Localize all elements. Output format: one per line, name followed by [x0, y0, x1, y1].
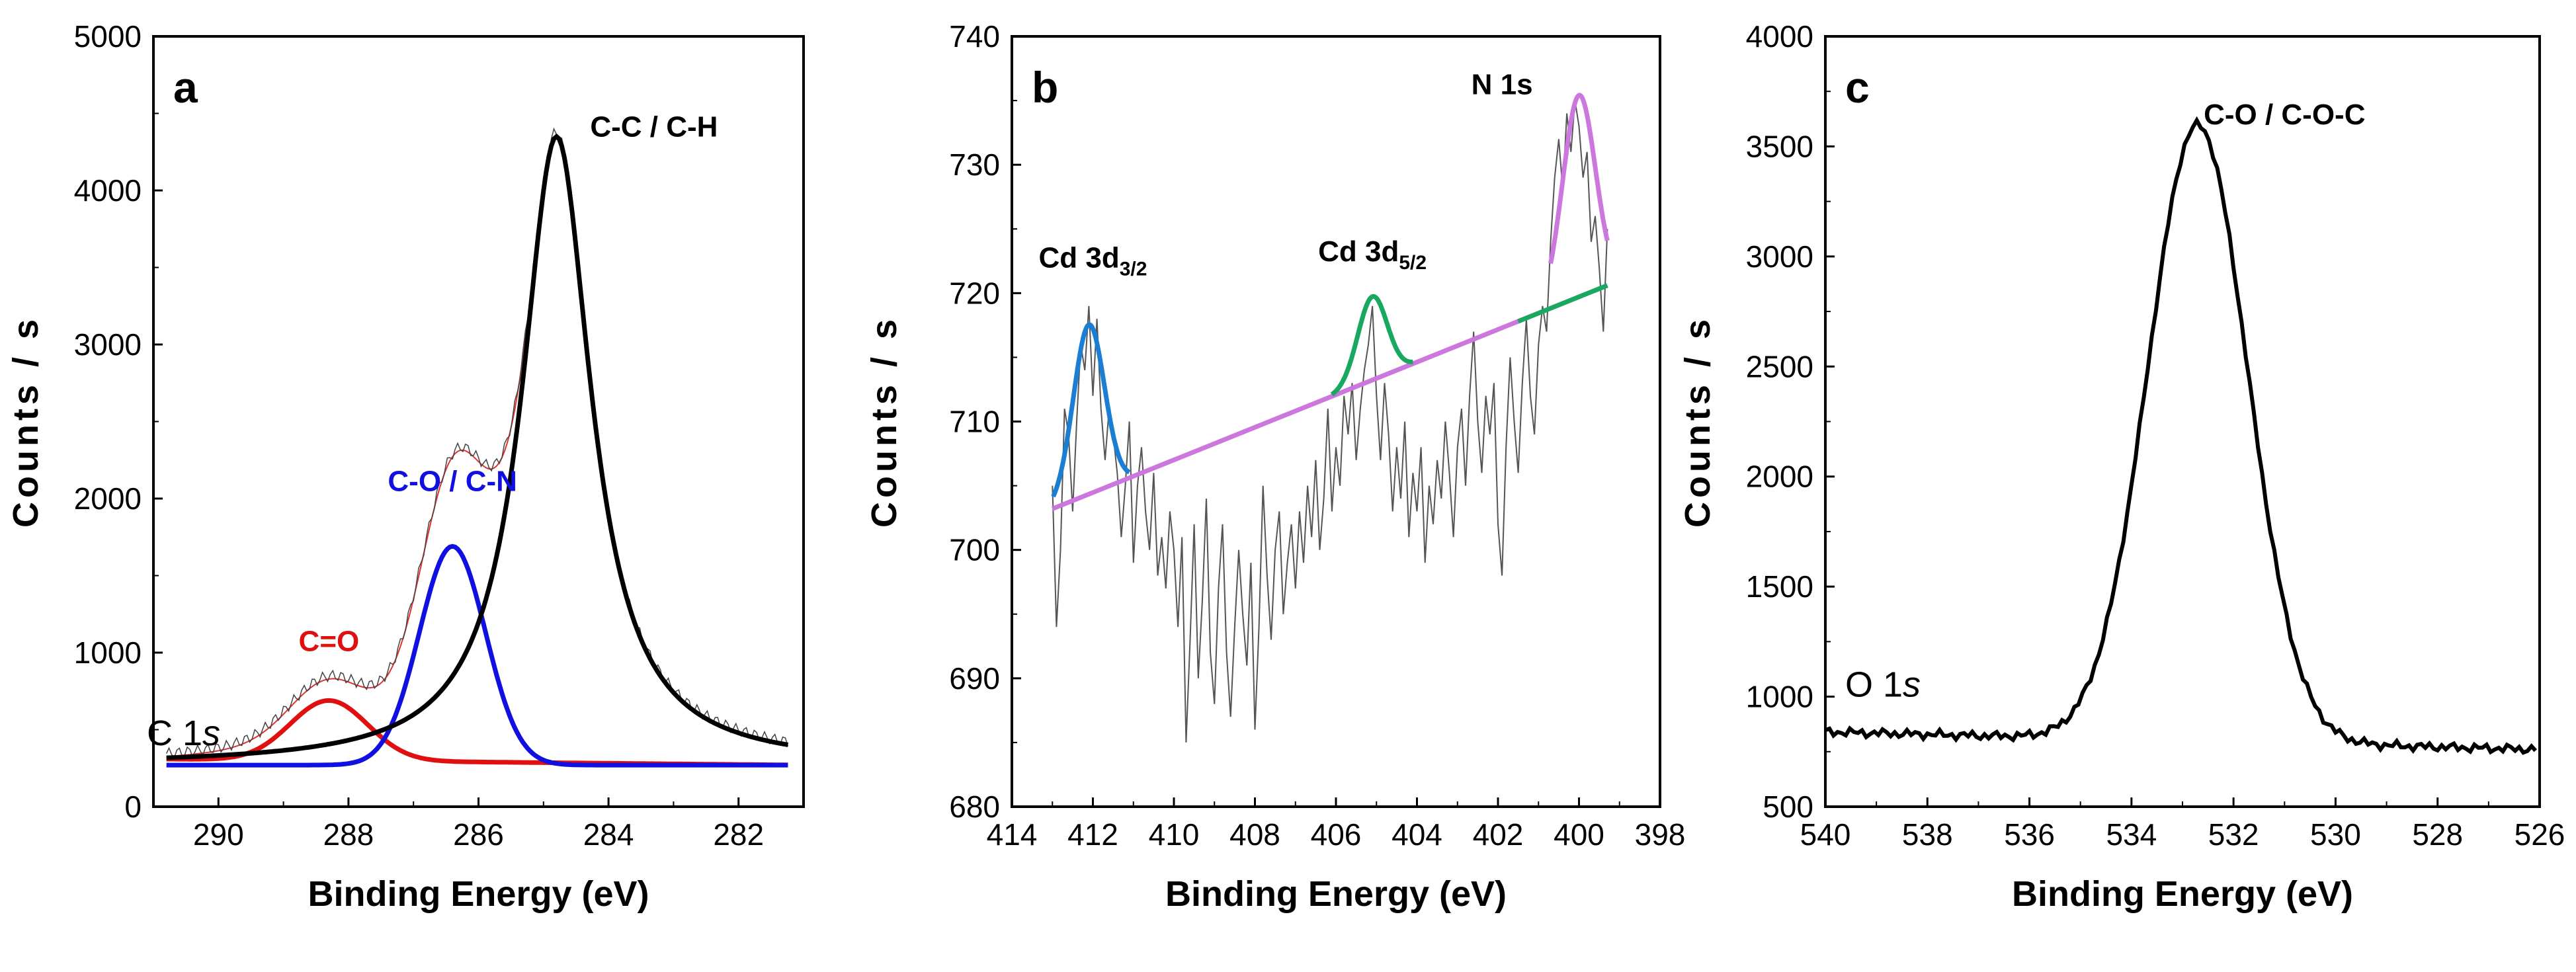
x-tick-label: 400 — [1554, 817, 1604, 852]
x-tick-label: 398 — [1635, 817, 1686, 852]
x-tick-label: 534 — [2106, 817, 2157, 852]
x-tick-label: 288 — [323, 817, 374, 852]
y-tick-label: 740 — [949, 19, 1000, 54]
y-tick-label: 3000 — [74, 327, 142, 362]
panel-letter: a — [173, 63, 198, 112]
background-baseline-line — [1051, 283, 1608, 511]
peak-label-subscript: 5/2 — [1399, 252, 1427, 274]
y-tick-label: 1000 — [74, 635, 142, 670]
component-peak-line — [1548, 93, 1610, 264]
x-tick-label: 408 — [1229, 817, 1280, 852]
x-axis-title: Binding Energy (eV) — [1165, 874, 1507, 914]
x-tick-label: 536 — [2004, 817, 2055, 852]
y-tick-label: 1500 — [1746, 569, 1813, 604]
x-tick-label: 284 — [583, 817, 634, 852]
region-label: C 1s — [147, 713, 220, 753]
panel-b-chart: 414 412 410 408 406 404 402 400 398 680 690 700 710 7… — [864, 19, 1685, 914]
x-tick-label: 526 — [2514, 817, 2565, 852]
y-tick-label: 3000 — [1746, 239, 1813, 274]
raw-data-line — [1052, 100, 1608, 743]
panel-c-chart: 540 538 536 534 532 530 528 526 500 1000 1500 2000 2… — [1678, 19, 2565, 914]
x-tick-label: 530 — [2310, 817, 2361, 852]
x-tick-label: 410 — [1149, 817, 1200, 852]
component-peak-line — [166, 544, 788, 768]
y-tick-label: 500 — [1763, 790, 1813, 824]
peak-label: C-O / C-O-C — [2204, 99, 2365, 131]
x-tick-label: 286 — [453, 817, 504, 852]
x-tick-label: 282 — [713, 817, 764, 852]
o1s-spectrum-line — [1824, 116, 2538, 755]
y-axis-title: Counts / s — [1678, 315, 1718, 528]
x-axis-title: Binding Energy (eV) — [308, 874, 649, 914]
x-tick-label: 414 — [987, 817, 1038, 852]
peak-label: N 1s — [1472, 68, 1533, 101]
y-tick-label: 3500 — [1746, 129, 1813, 163]
region-label: O 1s — [1845, 665, 1921, 705]
y-tick-label: 730 — [949, 147, 1000, 182]
y-tick-label: 0 — [124, 790, 142, 824]
x-tick-label: 406 — [1311, 817, 1362, 852]
y-tick-label: 1000 — [1746, 680, 1813, 714]
y-tick-label: 2000 — [74, 481, 142, 516]
y-tick-label: 700 — [949, 533, 1000, 567]
peak-label: Cd 3d3/2 — [1039, 242, 1147, 280]
peak-label: C-O / C-N — [388, 465, 517, 497]
component-peak-line — [1330, 294, 1413, 397]
x-tick-label: 528 — [2412, 817, 2463, 852]
panel-letter: b — [1032, 63, 1058, 112]
x-axis-title: Binding Energy (eV) — [2012, 874, 2353, 914]
raw-data-line — [166, 127, 789, 759]
y-tick-label: 2000 — [1746, 460, 1813, 494]
y-tick-label: 680 — [949, 790, 1000, 824]
y-tick-label: 5000 — [74, 19, 142, 54]
y-tick-label: 2500 — [1746, 349, 1813, 384]
baseline-segment-line — [1517, 283, 1608, 324]
y-tick-label: 710 — [949, 405, 1000, 439]
region-label-suffix: s — [202, 713, 220, 753]
x-tick-label: 540 — [1800, 817, 1851, 852]
panel-letter: c — [1845, 63, 1870, 112]
y-tick-label: 720 — [949, 276, 1000, 310]
x-tick-label: 538 — [1902, 817, 1953, 852]
panel-a-chart: 290 288 286 284 282 0 1000 2000 3000 4000 5000 Bind… — [6, 19, 805, 914]
peak-label: Cd 3d5/2 — [1318, 235, 1427, 274]
y-tick-label: 4000 — [1746, 19, 1813, 54]
envelope-line — [166, 134, 788, 758]
y-axis-title: Counts / s — [864, 315, 904, 528]
x-tick-label: 532 — [2208, 817, 2259, 852]
x-tick-label: 402 — [1473, 817, 1524, 852]
component-peak-line — [1051, 322, 1131, 498]
peak-label: C-C / C-H — [590, 110, 718, 143]
peak-label: C=O — [299, 626, 360, 658]
y-axis-title: Counts / s — [6, 315, 46, 528]
x-tick-label: 412 — [1067, 817, 1118, 852]
y-tick-label: 4000 — [74, 173, 142, 208]
y-tick-label: 690 — [949, 661, 1000, 696]
region-label-suffix: s — [1903, 665, 1921, 705]
peak-label-subscript: 3/2 — [1120, 259, 1147, 280]
plot-frame — [152, 35, 805, 808]
component-peak-line — [166, 133, 789, 760]
x-tick-label: 404 — [1392, 817, 1442, 852]
x-tick-label: 290 — [193, 817, 244, 852]
